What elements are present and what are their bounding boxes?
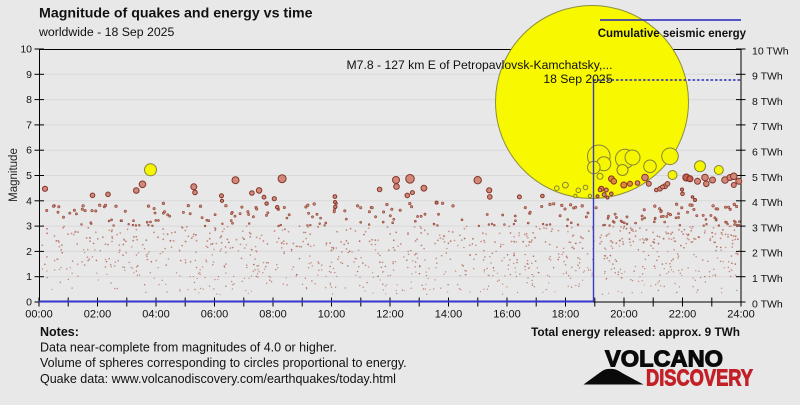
svg-text:1 TWh: 1 TWh — [752, 273, 783, 285]
svg-text:8: 8 — [26, 94, 32, 106]
svg-text:7 TWh: 7 TWh — [752, 121, 783, 133]
svg-text:4 TWh: 4 TWh — [752, 197, 783, 209]
svg-text:0: 0 — [26, 297, 32, 309]
svg-text:7: 7 — [26, 119, 32, 131]
svg-text:14:00: 14:00 — [435, 309, 463, 321]
svg-text:10: 10 — [20, 44, 32, 56]
svg-text:3: 3 — [26, 221, 32, 233]
svg-text:0 TWh: 0 TWh — [752, 298, 783, 310]
svg-text:9: 9 — [26, 69, 32, 81]
svg-text:2 TWh: 2 TWh — [752, 248, 783, 260]
svg-text:16:00: 16:00 — [493, 309, 521, 321]
svg-text:Volume of spheres correspondin: Volume of spheres corresponding to circl… — [40, 356, 407, 370]
svg-text:Magnitude of quakes and energy: Magnitude of quakes and energy vs time — [39, 6, 313, 22]
svg-text:5: 5 — [26, 170, 32, 182]
svg-text:10 TWh: 10 TWh — [752, 45, 789, 57]
svg-text:6 TWh: 6 TWh — [752, 147, 783, 159]
svg-text:1: 1 — [26, 271, 32, 283]
svg-text:10:00: 10:00 — [318, 309, 346, 321]
svg-text:20:00: 20:00 — [610, 309, 638, 321]
svg-text:24:00: 24:00 — [727, 309, 755, 321]
svg-text:Data near-complete from magnit: Data near-complete from magnitudes of 4.… — [40, 341, 337, 355]
svg-text:4: 4 — [26, 195, 32, 207]
svg-text:Total energy released: approx.: Total energy released: approx. 9 TWh — [531, 325, 740, 339]
svg-text:9 TWh: 9 TWh — [752, 71, 783, 83]
svg-text:DISCOVERY: DISCOVERY — [646, 365, 753, 391]
svg-text:08:00: 08:00 — [259, 309, 287, 321]
svg-text:5 TWh: 5 TWh — [752, 172, 783, 184]
svg-text:M7.8 - 127 km E of Petropavlov: M7.8 - 127 km E of Petropavlovsk-Kamchat… — [347, 58, 613, 72]
svg-text:22:00: 22:00 — [669, 309, 697, 321]
svg-text:06:00: 06:00 — [201, 309, 229, 321]
svg-text:12:00: 12:00 — [376, 309, 404, 321]
svg-text:Notes:: Notes: — [40, 325, 79, 339]
svg-text:04:00: 04:00 — [142, 309, 170, 321]
svg-text:8 TWh: 8 TWh — [752, 96, 783, 108]
svg-text:Magnitude: Magnitude — [8, 148, 20, 202]
svg-text:6: 6 — [26, 145, 32, 157]
svg-text:VOLCANO: VOLCANO — [605, 346, 723, 372]
svg-text:Cumulative seismic energy: Cumulative seismic energy — [598, 28, 747, 40]
svg-text:Quake data: www.volcanodiscove: Quake data: www.volcanodiscovery.com/ear… — [40, 372, 396, 386]
svg-text:worldwide - 18 Sep 2025: worldwide - 18 Sep 2025 — [38, 25, 175, 39]
svg-text:2: 2 — [26, 246, 32, 258]
svg-text:02:00: 02:00 — [84, 309, 112, 321]
svg-text:3 TWh: 3 TWh — [752, 222, 783, 234]
svg-text:18:00: 18:00 — [552, 309, 580, 321]
svg-text:00:00: 00:00 — [25, 309, 53, 321]
svg-text:18 Sep 2025: 18 Sep 2025 — [543, 72, 612, 86]
